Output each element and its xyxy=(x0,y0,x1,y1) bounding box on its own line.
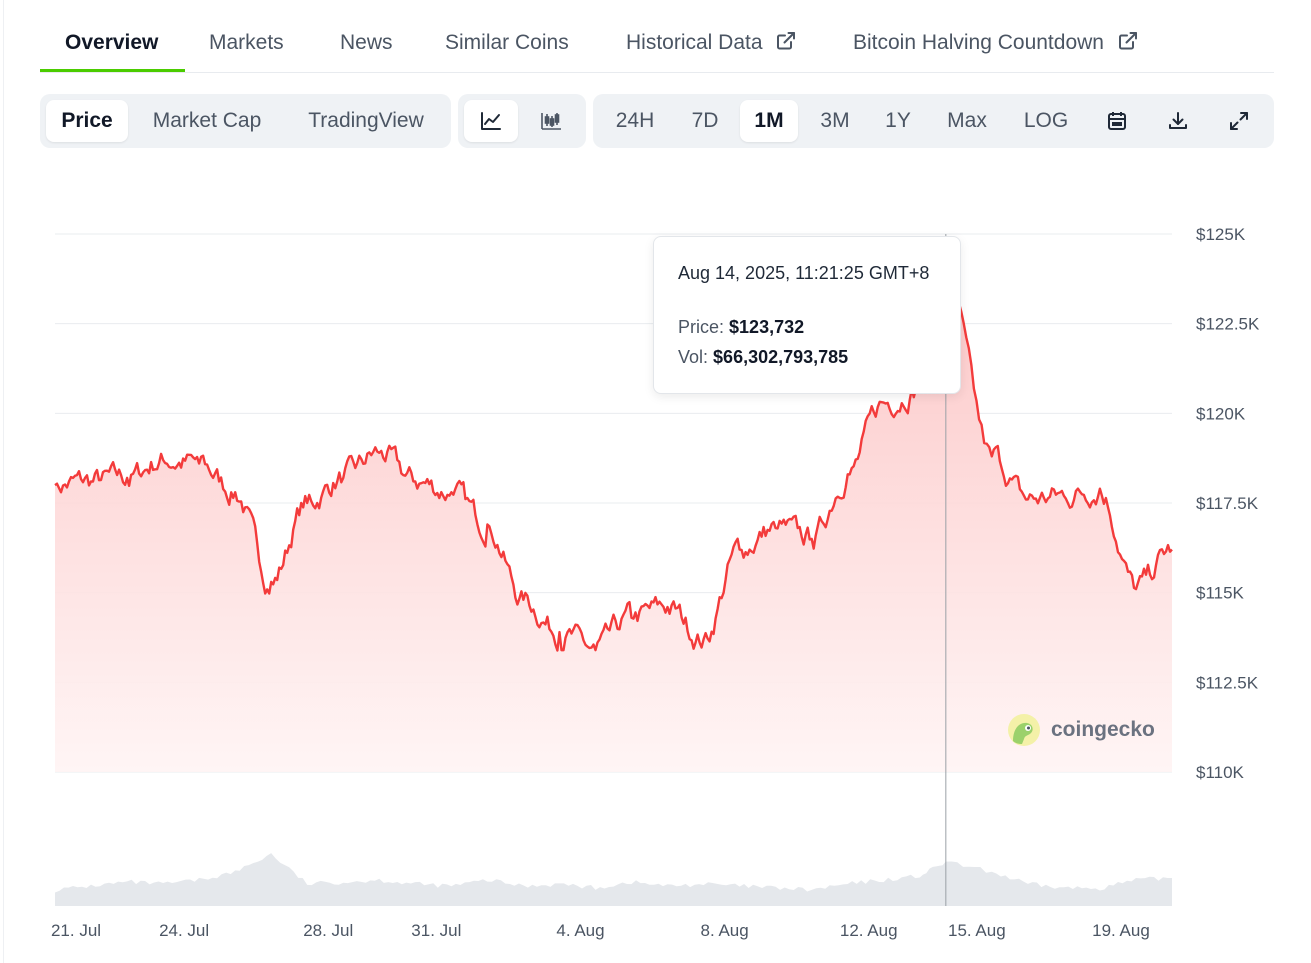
tab-overview[interactable]: Overview xyxy=(65,18,158,72)
tab-label: Bitcoin Halving Countdown xyxy=(853,31,1104,54)
x-tick-label: 8. Aug xyxy=(700,921,748,940)
tradingview-button[interactable]: TradingView xyxy=(308,109,424,132)
external-link-icon xyxy=(1118,32,1137,50)
watermark-text: coingecko xyxy=(1051,718,1155,741)
external-link-icon xyxy=(777,32,796,50)
tooltip-price-value: $123,732 xyxy=(729,317,805,337)
tab-label: News xyxy=(340,31,393,54)
range-24h-button[interactable]: 24H xyxy=(615,109,655,132)
x-tick-label: 15. Aug xyxy=(948,921,1006,940)
tab-similar-coins[interactable]: Similar Coins xyxy=(445,18,569,72)
y-tick-label: $112.5K xyxy=(1196,673,1259,692)
tooltip-volume-label: Vol: xyxy=(678,347,709,367)
tooltip-price-row: Price: $123,732 xyxy=(678,317,804,338)
tab-label: Markets xyxy=(209,31,284,54)
volume-area xyxy=(55,853,1172,906)
price-line xyxy=(54,278,1173,652)
tab-news[interactable]: News xyxy=(340,18,393,72)
candlestick-chart-button[interactable] xyxy=(524,100,578,142)
y-tick-label: $117.5K xyxy=(1196,494,1259,513)
range-1m-button[interactable]: 1M xyxy=(740,100,798,142)
x-tick-label: 31. Jul xyxy=(411,921,461,940)
tab-markets[interactable]: Markets xyxy=(209,18,284,72)
x-tick-label: 28. Jul xyxy=(303,921,353,940)
line-chart-button[interactable] xyxy=(464,100,518,142)
tooltip-price-label: Price: xyxy=(678,317,725,337)
calendar-icon xyxy=(1108,112,1126,130)
y-tick-label: $122.5K xyxy=(1196,315,1260,334)
tab-bitcoin-halving-countdown[interactable]: Bitcoin Halving Countdown xyxy=(853,18,1138,72)
tab-bar: Overview Markets News Similar Coins Hist… xyxy=(40,18,1274,73)
y-axis: $125K $122.5K $120K $117.5K $115K $112.5K $110… xyxy=(1196,225,1260,782)
range-7d-button[interactable]: 7D xyxy=(691,109,719,132)
chart-style-toggle xyxy=(458,94,586,148)
log-scale-button[interactable]: LOG xyxy=(1023,109,1069,132)
y-tick-label: $125K xyxy=(1196,225,1246,244)
tooltip-volume-value: $66,302,793,785 xyxy=(713,347,849,367)
price-tooltip: Aug 14, 2025, 11:21:25 GMT+8 Price: $123… xyxy=(653,236,961,394)
line-chart-icon xyxy=(481,112,501,130)
page-edge-divider xyxy=(3,0,4,963)
data-type-toggle: Price Market Cap TradingView xyxy=(40,94,451,148)
range-3m-button[interactable]: 3M xyxy=(820,109,850,132)
tab-label: Similar Coins xyxy=(445,31,569,54)
download-icon xyxy=(1169,112,1187,129)
fullscreen-button[interactable] xyxy=(1215,100,1263,142)
tooltip-volume-row: Vol: $66,302,793,785 xyxy=(678,347,848,368)
x-tick-label: 24. Jul xyxy=(159,921,209,940)
y-tick-label: $120K xyxy=(1196,404,1246,423)
x-tick-label: 4. Aug xyxy=(556,921,604,940)
date-range-button[interactable] xyxy=(1093,100,1141,142)
coingecko-watermark: coingecko xyxy=(1007,713,1155,747)
coingecko-logo-icon xyxy=(1008,714,1040,746)
y-tick-label: $115K xyxy=(1196,584,1245,603)
tab-label: Overview xyxy=(65,31,159,54)
x-tick-label: 19. Aug xyxy=(1092,921,1150,940)
y-tick-label: $110K xyxy=(1196,763,1245,782)
expand-icon xyxy=(1230,112,1248,130)
x-tick-label: 12. Aug xyxy=(840,921,898,940)
candlestick-chart-icon xyxy=(541,113,561,130)
active-tab-indicator xyxy=(40,69,185,72)
x-axis: 21. Jul 24. Jul 28. Jul 31. Jul 4. Aug 8. Aug… xyxy=(51,921,1150,940)
tab-historical-data[interactable]: Historical Data xyxy=(626,18,796,72)
x-tick-label: 21. Jul xyxy=(51,921,101,940)
range-toolbar: 24H 7D 1M 3M 1Y Max LOG xyxy=(593,94,1274,148)
market-cap-button[interactable]: Market Cap xyxy=(152,109,262,132)
tab-label: Historical Data xyxy=(626,31,763,54)
price-area-fill xyxy=(55,279,1172,772)
price-button[interactable]: Price xyxy=(46,100,128,142)
range-1y-button[interactable]: 1Y xyxy=(885,109,911,132)
tooltip-date: Aug 14, 2025, 11:21:25 GMT+8 xyxy=(678,263,930,283)
download-button[interactable] xyxy=(1154,100,1202,142)
range-max-button[interactable]: Max xyxy=(947,109,987,132)
